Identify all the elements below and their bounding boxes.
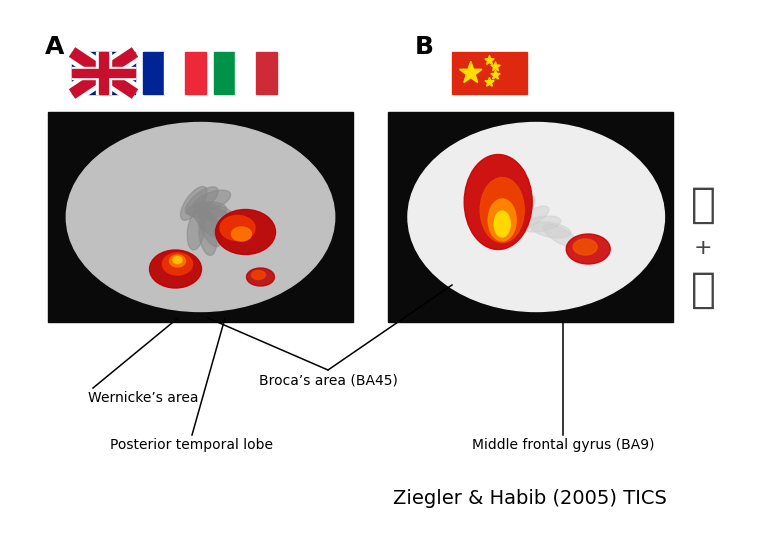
Ellipse shape	[186, 187, 218, 214]
Ellipse shape	[162, 253, 193, 275]
Ellipse shape	[513, 206, 549, 230]
Polygon shape	[491, 70, 500, 79]
Bar	[185, 52, 206, 94]
Bar	[452, 52, 527, 94]
Ellipse shape	[507, 196, 535, 228]
Bar	[72, 67, 135, 79]
Ellipse shape	[495, 211, 510, 237]
Ellipse shape	[566, 234, 610, 264]
Text: Wernicke’s area: Wernicke’s area	[88, 391, 198, 405]
Ellipse shape	[187, 211, 205, 250]
Ellipse shape	[488, 199, 516, 241]
Ellipse shape	[169, 255, 186, 267]
Bar	[99, 52, 108, 94]
Text: +: +	[693, 238, 712, 258]
Ellipse shape	[480, 178, 524, 242]
Text: Broca’s area (BA45): Broca’s area (BA45)	[258, 373, 398, 387]
Ellipse shape	[150, 250, 201, 288]
Text: B: B	[415, 35, 434, 59]
Bar	[72, 52, 135, 94]
Ellipse shape	[522, 216, 561, 232]
Ellipse shape	[251, 271, 265, 280]
Bar	[164, 52, 185, 94]
Text: 店: 店	[690, 269, 715, 311]
Bar	[256, 52, 277, 94]
Ellipse shape	[195, 204, 234, 222]
Ellipse shape	[464, 154, 532, 249]
Text: Middle frontal gyrus (BA9): Middle frontal gyrus (BA9)	[472, 438, 654, 452]
Bar	[96, 52, 111, 94]
Ellipse shape	[198, 210, 222, 247]
Text: Ziegler & Habib (2005) TICS: Ziegler & Habib (2005) TICS	[393, 489, 667, 508]
Ellipse shape	[531, 222, 571, 238]
Ellipse shape	[544, 224, 579, 248]
Ellipse shape	[204, 207, 239, 231]
Bar	[72, 69, 135, 77]
Ellipse shape	[193, 207, 223, 238]
Ellipse shape	[573, 239, 597, 255]
Ellipse shape	[220, 215, 255, 240]
Polygon shape	[485, 56, 495, 64]
Ellipse shape	[199, 216, 217, 255]
Ellipse shape	[408, 123, 665, 312]
Polygon shape	[485, 77, 495, 86]
Bar	[143, 52, 164, 94]
Ellipse shape	[193, 190, 231, 211]
Bar	[388, 112, 673, 322]
Text: A: A	[45, 35, 65, 59]
Text: Posterior temporal lobe: Posterior temporal lobe	[111, 438, 274, 452]
Ellipse shape	[215, 210, 275, 254]
Ellipse shape	[180, 186, 207, 220]
Ellipse shape	[246, 268, 275, 286]
Polygon shape	[491, 62, 500, 71]
Polygon shape	[459, 61, 482, 83]
Bar	[235, 52, 256, 94]
Ellipse shape	[173, 256, 182, 264]
Ellipse shape	[66, 123, 335, 312]
Ellipse shape	[187, 202, 227, 219]
Text: 电: 电	[690, 184, 715, 226]
Bar	[214, 52, 235, 94]
Bar	[48, 112, 353, 322]
Ellipse shape	[232, 227, 251, 241]
